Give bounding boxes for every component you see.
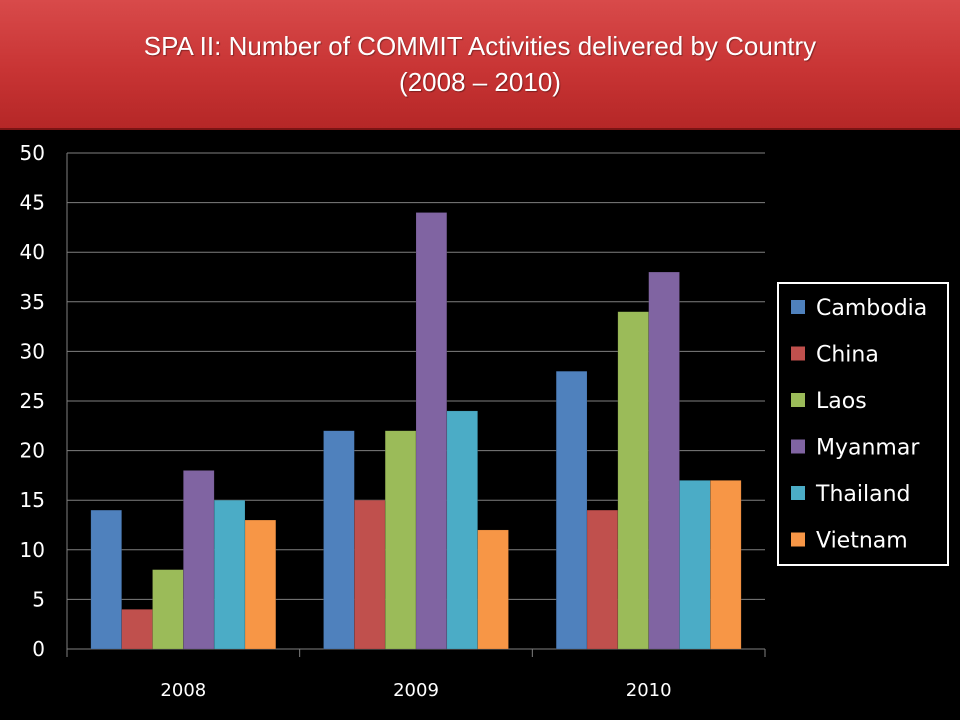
bar-thailand-2008	[213, 499, 246, 650]
bar-china-2010	[586, 509, 619, 650]
legend-swatch-vietnam	[791, 532, 805, 547]
legend-label-cambodia: Cambodia	[816, 296, 927, 321]
x-category-label: 2008	[160, 680, 206, 701]
bar-laos-2008	[152, 569, 184, 650]
chart-title-line-1: SPA II: Number of COMMIT Activities deli…	[143, 31, 817, 61]
bar-vietnam-2009	[477, 529, 509, 650]
title-banner: SPA II: Number of COMMIT Activities deli…	[0, 0, 960, 130]
y-tick-label: 45	[20, 191, 45, 215]
bar-chart: 0 5 10 15 20 25 30 35 40 45 50 2008 2009 2010 Cambod…	[20, 141, 949, 701]
legend-swatch-cambodia	[791, 300, 805, 314]
legend-box	[777, 282, 949, 566]
bar-myanmar-2009	[415, 212, 448, 650]
y-tick-label: 50	[20, 141, 45, 165]
legend-label-vietnam: Vietnam	[816, 529, 908, 554]
y-tick-label: 40	[20, 240, 45, 264]
bar-thailand-2009	[446, 410, 478, 650]
y-tick-label: 35	[20, 290, 45, 314]
x-category-label: 2010	[626, 680, 672, 701]
chart-title: SPA II: Number of COMMIT Activities deli…	[144, 28, 816, 100]
bar-laos-2010	[617, 311, 649, 650]
y-tick-label: 0	[32, 637, 45, 661]
legend-swatch-laos	[791, 393, 805, 407]
y-axis-tick-labels: 0 5 10 15 20 25 30 35 40 45 50	[20, 141, 45, 661]
bar-thailand-2010	[679, 480, 711, 650]
legend-swatch-myanmar	[791, 439, 805, 454]
bar-cambodia-2010	[555, 370, 588, 650]
x-category-label: 2009	[393, 680, 439, 701]
y-tick-label: 15	[20, 488, 45, 512]
bar-myanmar-2008	[183, 470, 215, 650]
bar-china-2009	[354, 499, 386, 650]
y-tick-label: 30	[20, 339, 45, 363]
bar-vietnam-2008	[244, 519, 277, 650]
y-tick-label: 10	[20, 538, 45, 562]
x-axis-category-labels: 2008 2009 2010	[160, 680, 671, 701]
bar-laos-2009	[384, 430, 417, 650]
legend-label-laos: Laos	[816, 389, 867, 414]
legend: Cambodia China Laos Myanmar Thailand Vietnam	[777, 282, 949, 566]
legend-label-myanmar: Myanmar	[816, 436, 920, 461]
bar-cambodia-2009	[323, 430, 355, 650]
y-tick-label: 25	[20, 389, 45, 413]
y-tick-label: 20	[20, 439, 45, 463]
bar-vietnam-2010	[710, 480, 742, 650]
bar-china-2008	[121, 609, 153, 650]
bar-myanmar-2010	[648, 271, 680, 650]
legend-label-thailand: Thailand	[815, 482, 910, 507]
y-tick-label: 5	[32, 587, 45, 611]
chart-title-line-2: (2008 – 2010)	[399, 67, 561, 97]
legend-swatch-thailand	[791, 486, 805, 500]
legend-swatch-china	[791, 346, 805, 361]
bars	[90, 212, 742, 650]
legend-label-china: China	[816, 343, 879, 368]
bar-cambodia-2008	[90, 509, 122, 650]
